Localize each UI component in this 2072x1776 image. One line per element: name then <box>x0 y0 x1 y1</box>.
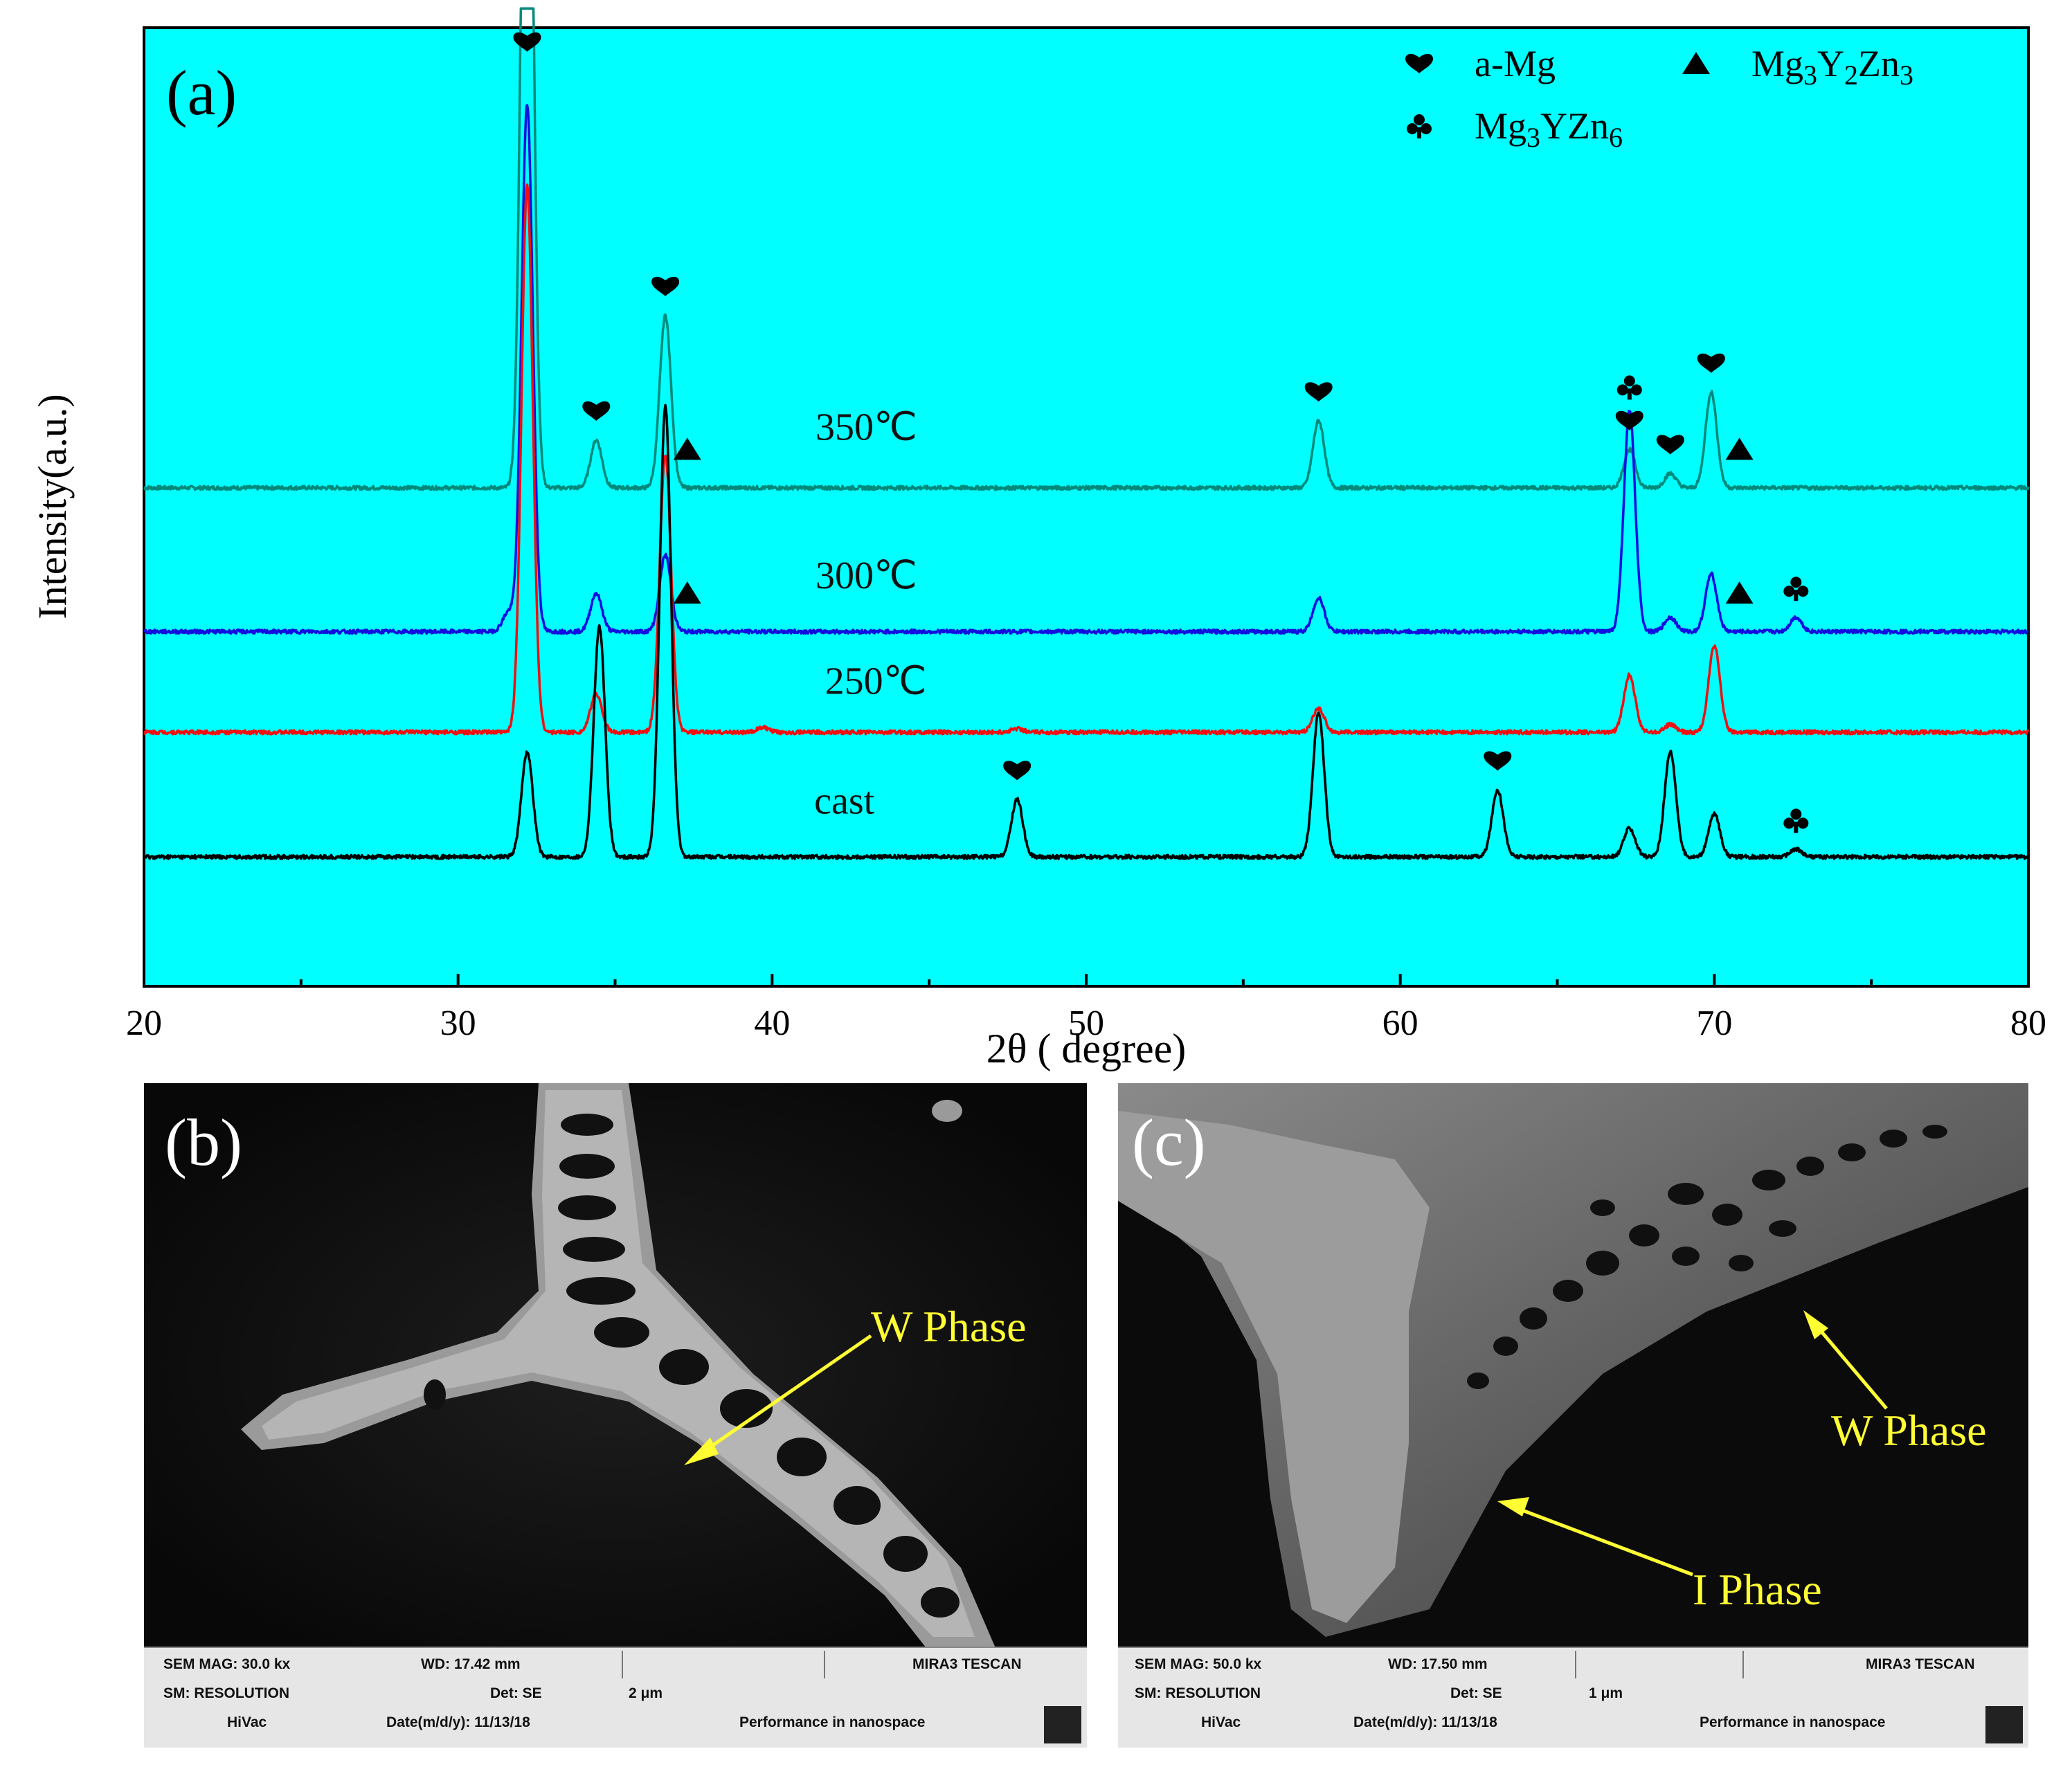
sem-scale-c: 1 μm <box>1589 1685 1623 1701</box>
phase-label-w-b: W Phase <box>871 1302 1027 1351</box>
xrd-chart: 350℃ 300℃ 250℃ cast 20 30 40 50 60 70 80 (a) Inte… <box>30 7 2046 1071</box>
sem-resolution-b: SM: RESOLUTION <box>163 1685 289 1701</box>
x-tick-label: 30 <box>440 1004 476 1043</box>
sem-mag-b: SEM MAG: 30.0 kx <box>163 1656 291 1672</box>
sem-scale-bar-b <box>622 1651 825 1678</box>
x-tick-label: 60 <box>1382 1004 1418 1043</box>
series-line-1 <box>143 7 2030 491</box>
sem-slogan-c: Performance in nanospace <box>1700 1714 1886 1730</box>
sem-image-c: (c) W Phase I Phase SEM MAG: 50.0 kx SM:… <box>1118 1083 2028 1748</box>
sem-scale-b: 2 μm <box>629 1685 663 1701</box>
sem-brand-c: MIRA3 TESCAN <box>1866 1656 1975 1672</box>
x-axis-ticks: 20 30 40 50 60 70 80 <box>126 974 2046 1043</box>
sem-mag-c: SEM MAG: 50.0 kx <box>1135 1656 1262 1672</box>
sem-date-c: Date(m/d/y): 11/13/18 <box>1353 1714 1497 1730</box>
sem-vac-c: HiVac <box>1201 1714 1241 1730</box>
sem-resolution-c: SM: RESOLUTION <box>1135 1685 1261 1701</box>
phase-label-w-c: W Phase <box>1831 1406 1987 1455</box>
sem-brand-b: MIRA3 TESCAN <box>912 1656 1022 1672</box>
sem-date-b: Date(m/d/y): 11/13/18 <box>386 1714 530 1730</box>
sem-wd-b: WD: 17.42 mm <box>421 1656 521 1672</box>
sem-wd-c: WD: 17.50 mm <box>1388 1656 1488 1672</box>
sem-image-b: (b) W Phase SEM MAG: 30.0 kx SM: RESOLUT… <box>144 1083 1087 1748</box>
x-tick-label: 80 <box>2010 1004 2046 1043</box>
tescan-logo-icon <box>1985 1706 2023 1743</box>
tescan-logo-icon <box>1044 1706 1081 1743</box>
plot-area <box>143 26 2030 988</box>
panel-label-c: (c) <box>1132 1105 1206 1179</box>
phase-label-i-c: I Phase <box>1693 1565 1822 1614</box>
legend-label-2: Mg3Y2Zn3 <box>1751 43 1913 91</box>
sem-scale-bar-c <box>1575 1651 1744 1678</box>
y-axis-label: Intensity(a.u.) <box>30 394 75 619</box>
sem-vac-b: HiVac <box>227 1714 267 1730</box>
series-label-4: cast <box>814 780 875 823</box>
legend-label-1: a-Mg <box>1475 43 1556 84</box>
series-label-3: 250℃ <box>825 660 927 703</box>
x-tick-label: 20 <box>126 1004 162 1043</box>
legend-label-3: Mg3YZn6 <box>1475 105 1623 153</box>
series-line-4 <box>143 404 2030 860</box>
x-tick-label: 50 <box>1068 1004 1104 1043</box>
x-tick-label: 40 <box>754 1004 790 1043</box>
series-line-3 <box>143 183 2030 736</box>
series-layer <box>143 7 2030 860</box>
sem-micrograph-b <box>144 1083 1087 1648</box>
x-tick-label: 70 <box>1696 1004 1732 1043</box>
sem-slogan-b: Performance in nanospace <box>739 1714 926 1730</box>
panel-label-a: (a) <box>166 57 237 128</box>
series-label-1: 350℃ <box>816 406 917 449</box>
sem-det-b: Det: SE <box>490 1685 542 1701</box>
sem-micrograph-c <box>1118 1083 2028 1648</box>
sem-info-bar-c: SEM MAG: 50.0 kx SM: RESOLUTION HiVac WD… <box>1118 1647 2028 1748</box>
series-label-2: 300℃ <box>816 554 917 597</box>
series-label-layer: 350℃ 300℃ 250℃ cast <box>814 406 926 823</box>
panel-label-b: (b) <box>165 1105 242 1179</box>
sem-det-c: Det: SE <box>1450 1685 1502 1701</box>
x-axis-label: 2θ ( degree) <box>987 1026 1187 1071</box>
sem-info-bar-b: SEM MAG: 30.0 kx SM: RESOLUTION HiVac WD… <box>144 1647 1087 1748</box>
legend: a-Mg Mg3Y2Zn3 Mg3YZn6 <box>1405 43 1913 153</box>
series-line-2 <box>143 104 2029 635</box>
